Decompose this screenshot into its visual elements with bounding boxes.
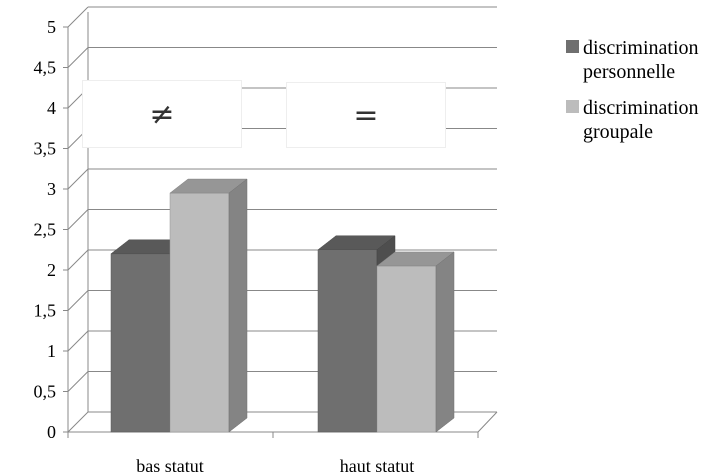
y-tick-label: 1,5 (34, 301, 57, 321)
floor-right-edge (477, 411, 498, 433)
gridline-side (67, 6, 89, 28)
gridline-side (67, 290, 89, 311)
gridline-side (67, 209, 89, 230)
x-category-label: haut statut (340, 456, 415, 475)
y-tick-label: 0 (47, 422, 56, 442)
legend-item-personnelle: discrimination personnelle (566, 36, 725, 84)
y-tick-label: 4,5 (34, 58, 57, 78)
bar-front (376, 265, 437, 433)
y-tick-label: 1 (47, 341, 56, 361)
gridline-side (67, 168, 89, 190)
legend-label-personnelle: discrimination personnelle (583, 37, 699, 83)
gridline-side (67, 371, 89, 392)
annotation-not-equal-text: ≠ (149, 96, 175, 132)
bar-side (435, 251, 455, 433)
gridline-side (67, 330, 89, 352)
bar-front (169, 192, 230, 433)
gridline-side (67, 411, 89, 433)
legend-swatch-personnelle (566, 40, 579, 53)
legend-item-groupale: discrimination groupale (566, 96, 725, 144)
y-tick-label: 3 (47, 179, 56, 199)
y-tick-label: 2 (47, 260, 56, 280)
y-tick-label: 3,5 (34, 139, 57, 159)
bar-front (317, 249, 378, 433)
legend: discrimination personnelle discriminatio… (566, 36, 725, 156)
bar-front (110, 253, 171, 433)
legend-swatch-groupale (566, 100, 579, 113)
gridline-side (67, 249, 89, 271)
annotation-not-equal: ≠ (82, 80, 242, 148)
annotation-equal-text: = (353, 97, 379, 133)
x-category-label: bas statut (136, 456, 204, 475)
y-tick-label: 4 (47, 98, 56, 118)
annotation-equal: = (286, 82, 446, 148)
y-tick-label: 5 (47, 17, 56, 37)
y-tick-label: 2,5 (34, 220, 57, 240)
y-tick-label: 0,5 (34, 382, 57, 402)
bar-side (228, 178, 248, 433)
gridline-side (67, 47, 89, 68)
legend-label-groupale: discrimination groupale (583, 97, 699, 143)
